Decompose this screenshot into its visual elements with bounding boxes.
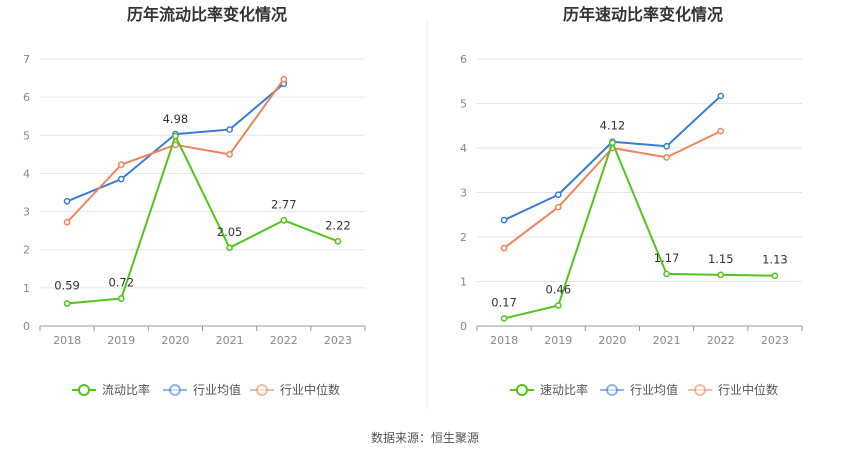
data-point bbox=[226, 244, 233, 252]
legend-item[interactable]: 流动比率 bbox=[72, 382, 150, 397]
quick-ratio-chart: 历年速动比率变化情况 0 1 2 3 4 5 6 2018 2019 2020 2021 2022 202… bbox=[460, 5, 803, 397]
x-tick-label: 2022 bbox=[707, 334, 735, 347]
data-label: 0.59 bbox=[54, 278, 80, 292]
x-tick-label: 2021 bbox=[216, 334, 244, 347]
data-point bbox=[117, 175, 125, 183]
data-point bbox=[500, 216, 508, 224]
data-point bbox=[226, 126, 233, 133]
y-tick-label: 1 bbox=[460, 276, 467, 289]
legend-label: 行业均值 bbox=[193, 382, 241, 397]
data-point bbox=[663, 270, 670, 278]
y-tick-label: 5 bbox=[23, 129, 30, 142]
legend-item[interactable]: 行业均值 bbox=[600, 382, 678, 397]
data-point bbox=[280, 216, 288, 224]
y-tick-label: 2 bbox=[23, 244, 30, 257]
data-label: 0.72 bbox=[108, 276, 134, 290]
data-source-note: 数据来源：恒生聚源 bbox=[371, 430, 479, 445]
data-point bbox=[554, 203, 562, 211]
data-label: 2.05 bbox=[217, 225, 243, 239]
series-line bbox=[66, 135, 339, 305]
y-tick-label: 0 bbox=[460, 320, 467, 333]
legend-item[interactable]: 行业中位数 bbox=[688, 382, 778, 397]
y-tick-label: 0 bbox=[23, 320, 30, 333]
data-point bbox=[63, 197, 71, 205]
legend-marker bbox=[78, 384, 90, 396]
x-tick-label: 2018 bbox=[53, 334, 81, 347]
data-point bbox=[334, 237, 342, 245]
data-point bbox=[663, 142, 670, 150]
y-tick-label: 4 bbox=[23, 167, 30, 180]
current-ratio-chart: 历年流动比率变化情况 0 1 2 3 4 5 6 7 2018 2019 2020 2021 2022 20… bbox=[23, 5, 366, 397]
y-tick-label: 6 bbox=[460, 53, 467, 66]
legend-marker bbox=[169, 384, 181, 396]
x-tick-label: 2023 bbox=[324, 334, 352, 347]
legend-label: 流动比率 bbox=[102, 382, 150, 397]
x-tick-label: 2018 bbox=[490, 334, 518, 347]
y-tick-label: 1 bbox=[23, 282, 30, 295]
chart-title: 历年流动比率变化情况 bbox=[127, 5, 287, 24]
data-label: 2.77 bbox=[271, 197, 297, 211]
data-point bbox=[663, 153, 670, 161]
legend-marker bbox=[516, 384, 528, 396]
data-label: 0.46 bbox=[545, 283, 571, 297]
y-tick-label: 3 bbox=[460, 187, 467, 200]
legend-label: 速动比率 bbox=[540, 382, 588, 397]
y-tick-label: 7 bbox=[23, 53, 30, 66]
legend-marker bbox=[694, 384, 706, 396]
data-point bbox=[771, 272, 779, 280]
data-point bbox=[117, 295, 125, 302]
y-tick-label: 2 bbox=[460, 231, 467, 244]
legend-item[interactable]: 速动比率 bbox=[510, 382, 588, 397]
x-tick-label: 2020 bbox=[161, 334, 189, 347]
data-point bbox=[717, 127, 725, 135]
legend-label: 行业中位数 bbox=[718, 382, 778, 397]
legend-label: 行业均值 bbox=[630, 382, 678, 397]
data-label: 2.22 bbox=[325, 218, 351, 232]
legend-label: 行业中位数 bbox=[280, 382, 340, 397]
data-point bbox=[226, 151, 233, 158]
x-tick-label: 2023 bbox=[761, 334, 789, 347]
x-tick-label: 2019 bbox=[544, 334, 572, 347]
data-point bbox=[63, 218, 71, 226]
series-line bbox=[503, 141, 775, 320]
data-point bbox=[717, 271, 725, 279]
data-label: 4.98 bbox=[163, 112, 189, 126]
legend-marker bbox=[256, 384, 268, 396]
series-line bbox=[503, 95, 722, 221]
series-line bbox=[66, 78, 285, 223]
x-tick-label: 2020 bbox=[598, 334, 626, 347]
data-point bbox=[117, 161, 125, 169]
x-tick-label: 2021 bbox=[653, 334, 681, 347]
x-tick-label: 2022 bbox=[270, 334, 298, 347]
y-tick-label: 3 bbox=[23, 206, 30, 219]
y-tick-label: 6 bbox=[23, 91, 30, 104]
legend-marker bbox=[606, 384, 618, 396]
data-point bbox=[717, 92, 725, 100]
data-point bbox=[172, 132, 179, 140]
chart-title: 历年速动比率变化情况 bbox=[563, 5, 723, 24]
data-point bbox=[63, 300, 71, 307]
data-label: 0.17 bbox=[491, 295, 517, 309]
x-tick-label: 2019 bbox=[107, 334, 135, 347]
data-label: 1.15 bbox=[708, 252, 734, 266]
legend-item[interactable]: 行业中位数 bbox=[250, 382, 340, 397]
data-point bbox=[500, 244, 508, 252]
data-label: 4.12 bbox=[600, 119, 626, 133]
data-point bbox=[500, 315, 508, 322]
data-label: 1.17 bbox=[654, 251, 680, 265]
data-point bbox=[609, 139, 616, 147]
data-label: 1.13 bbox=[762, 253, 788, 267]
y-tick-label: 5 bbox=[460, 98, 467, 111]
data-point bbox=[280, 75, 288, 83]
data-point bbox=[554, 302, 562, 309]
data-point bbox=[554, 191, 562, 199]
legend-item[interactable]: 行业均值 bbox=[163, 382, 241, 397]
y-tick-label: 4 bbox=[460, 142, 467, 155]
